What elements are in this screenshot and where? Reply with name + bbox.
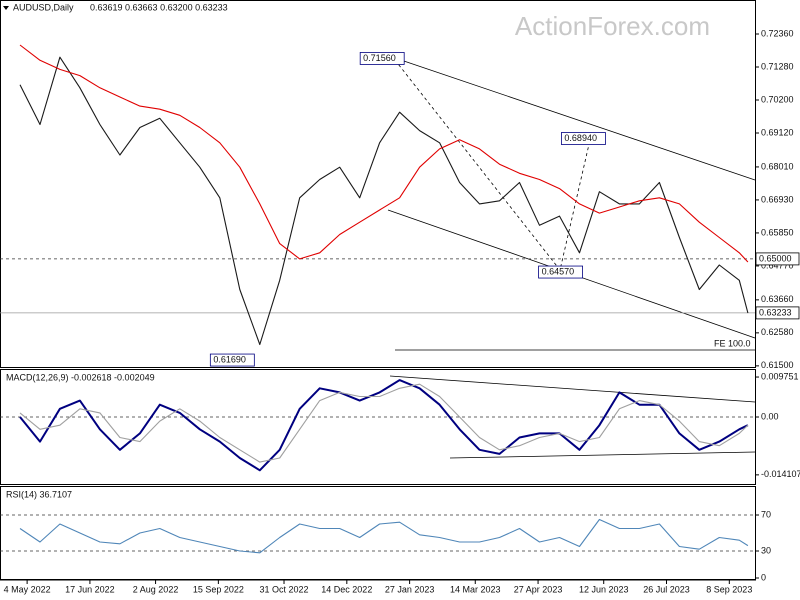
- price-box-label: 0.65000: [759, 253, 792, 263]
- x-tick-label: 17 Jun 2022: [65, 584, 115, 594]
- x-tick-label: 15 Sep 2022: [193, 584, 244, 594]
- y-tick-label: 0.69120: [761, 127, 794, 137]
- symbol: AUDUSD,Daily: [13, 2, 74, 12]
- x-tick-label: 31 Oct 2022: [259, 584, 308, 594]
- annotation-box: [209, 353, 255, 367]
- price-box-label: 0.63233: [759, 307, 792, 317]
- x-tick-label: 14 Dec 2022: [321, 584, 372, 594]
- x-tick-label: 26 Jul 2023: [643, 584, 690, 594]
- price-box: [755, 306, 800, 320]
- fe-label: FE 100.0: [714, 338, 751, 348]
- watermark: ActionForex.com: [515, 11, 710, 41]
- annotation-label: 0.64570: [542, 266, 575, 276]
- y-tick-label: 0.68010: [761, 161, 794, 171]
- y-tick-label: 0.009751: [761, 371, 799, 381]
- x-tick-label: 27 Jan 2023: [385, 584, 435, 594]
- rsi-title: RSI(14) 36.7107: [6, 489, 72, 499]
- y-tick-label: 0.65850: [761, 227, 794, 237]
- fib-projection: [394, 59, 591, 271]
- ohlc: 0.63619 0.63663 0.63200 0.63233: [90, 2, 228, 12]
- annotation-box: [538, 265, 583, 279]
- x-tick-label: 2 Aug 2022: [133, 584, 179, 594]
- x-tick-label: 27 Apr 2023: [514, 584, 563, 594]
- channel-top: [394, 57, 756, 181]
- macd-trend-top: [389, 375, 756, 403]
- y-tick-label: 70: [761, 509, 771, 519]
- series-line: [19, 383, 749, 463]
- annotation-box: [561, 132, 606, 145]
- annotation-label: 0.71560: [363, 53, 396, 63]
- annotation-label: 0.61690: [213, 354, 246, 364]
- series-line: [19, 518, 749, 554]
- macd-panel: [0, 369, 756, 485]
- x-tick-label: 14 Mar 2023: [450, 584, 501, 594]
- y-tick-label: 0: [761, 572, 766, 582]
- y-tick-label: 0.71280: [761, 61, 794, 71]
- series-line: [19, 44, 749, 263]
- y-tick-label: 0.66930: [761, 194, 794, 204]
- macd-trend-bottom: [449, 451, 756, 459]
- x-tick-label: 12 Jun 2023: [579, 584, 629, 594]
- x-tick-label: 8 Sep 2023: [706, 584, 752, 594]
- series-line: [19, 379, 749, 472]
- price-box: [755, 252, 800, 266]
- y-tick-label: 0.62580: [761, 327, 794, 337]
- x-tick-label: 4 May 2022: [4, 584, 51, 594]
- annotation-label: 0.68940: [564, 133, 597, 143]
- y-tick-label: 0.61500: [761, 360, 794, 370]
- y-tick-label: 0.72360: [761, 28, 794, 38]
- y-tick-label: 0.70200: [761, 94, 794, 104]
- series-line: [19, 56, 749, 346]
- y-tick-label: 0.00: [761, 411, 779, 421]
- y-tick-label: -0.014107: [761, 469, 800, 479]
- y-tick-label: 30: [761, 545, 771, 555]
- y-tick-label: 0.64770: [761, 260, 794, 270]
- price-panel: [0, 0, 756, 368]
- macd-title: MACD(12,26,9) -0.002618 -0.002049: [6, 372, 155, 382]
- menu-arrow: [3, 6, 9, 10]
- y-tick-label: 0.63660: [761, 294, 794, 304]
- annotation-box: [359, 52, 405, 65]
